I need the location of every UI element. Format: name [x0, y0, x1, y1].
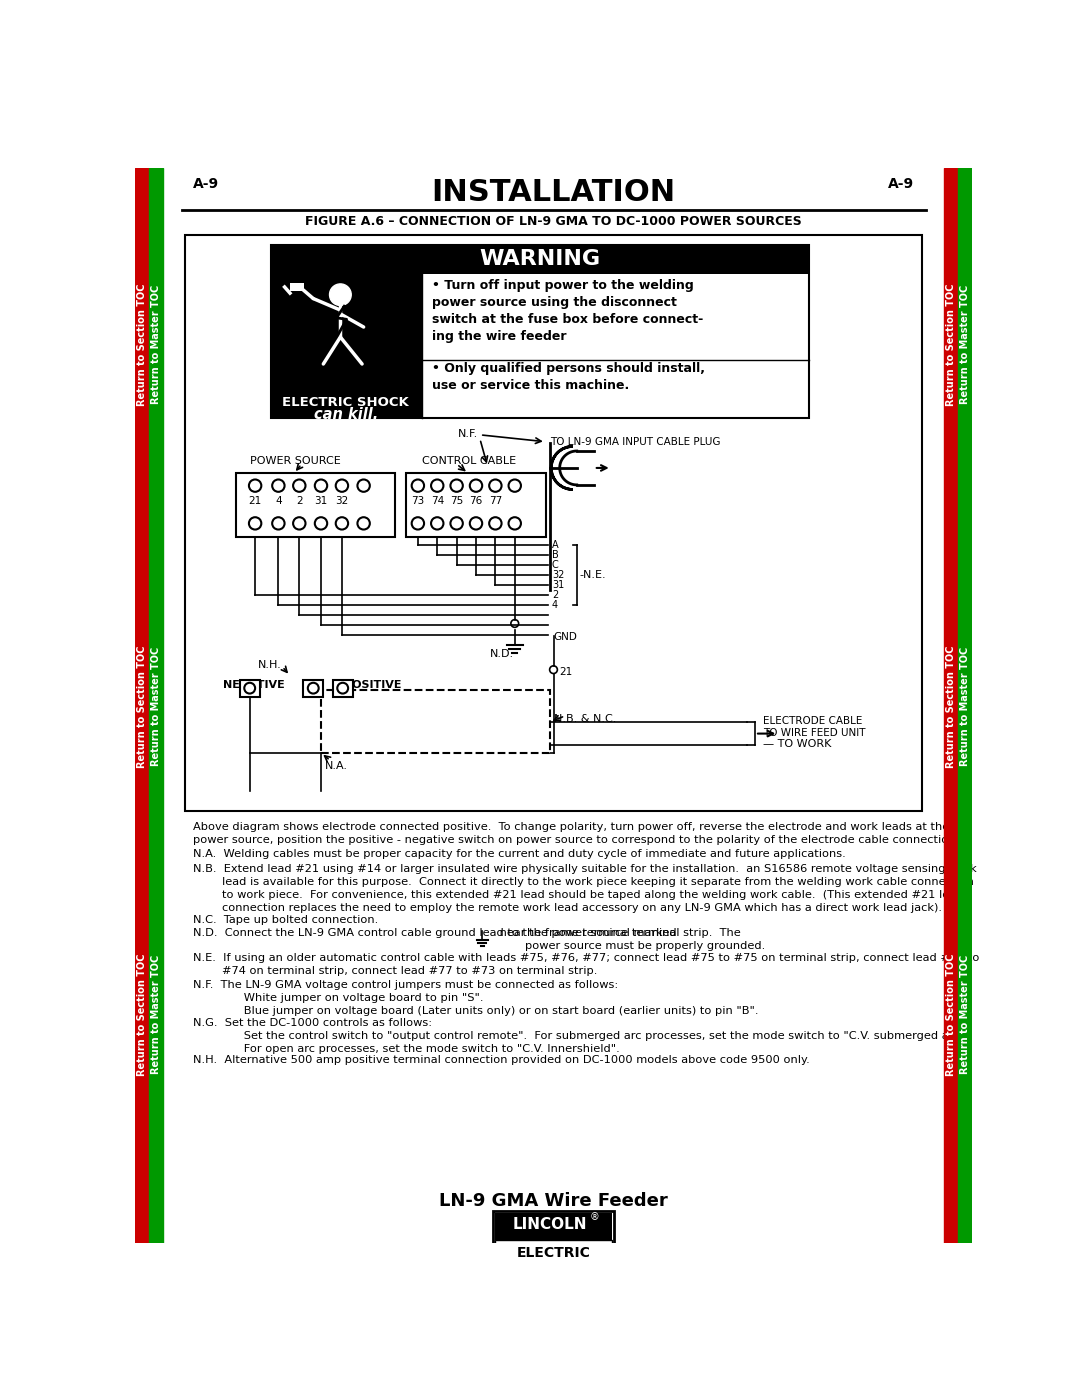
Bar	[271, 244, 809, 418]
Bar	[333, 680, 353, 697]
Text: WARNING: WARNING	[480, 249, 600, 270]
Text: 21: 21	[248, 496, 261, 507]
Bar	[496, 1213, 611, 1241]
Circle shape	[329, 284, 351, 306]
Text: 75: 75	[450, 496, 463, 507]
Text: Return to Master TOC: Return to Master TOC	[151, 285, 161, 404]
Text: FIGURE A.6 – CONNECTION OF LN-9 GMA TO DC-1000 POWER SOURCES: FIGURE A.6 – CONNECTION OF LN-9 GMA TO D…	[306, 215, 801, 228]
Text: Return to Master TOC: Return to Master TOC	[151, 647, 161, 767]
Bar	[149, 168, 163, 1243]
Text: N.F.: N.F.	[458, 429, 478, 440]
Text: CONTROL CABLE: CONTROL CABLE	[422, 457, 516, 467]
Text: 32: 32	[335, 496, 349, 507]
Text: 4: 4	[275, 496, 282, 507]
Text: 2: 2	[296, 496, 302, 507]
Text: Return to Section TOC: Return to Section TOC	[946, 645, 956, 768]
Text: N.D.  Connect the LN-9 GMA control cable ground lead to the frame terminal marke: N.D. Connect the LN-9 GMA control cable …	[193, 929, 680, 939]
Text: INSTALLATION: INSTALLATION	[431, 179, 676, 207]
Text: 31: 31	[552, 580, 564, 590]
Text: ELECTRIC SHOCK: ELECTRIC SHOCK	[283, 395, 409, 409]
Text: LN-9 GMA Wire Feeder: LN-9 GMA Wire Feeder	[440, 1192, 667, 1210]
Text: TO LN-9 GMA INPUT CABLE PLUG: TO LN-9 GMA INPUT CABLE PLUG	[550, 437, 720, 447]
Text: N.E.  If using an older automatic control cable with leads #75, #76, #77; connec: N.E. If using an older automatic control…	[193, 953, 980, 977]
Bar	[135, 168, 149, 1243]
Text: N.B.  Extend lead #21 using #14 or larger insulated wire physically suitable for: N.B. Extend lead #21 using #14 or larger…	[193, 865, 977, 912]
Text: GND: GND	[554, 633, 578, 643]
Bar	[240, 680, 260, 697]
Text: Return to Section TOC: Return to Section TOC	[946, 284, 956, 407]
Text: A-9: A-9	[193, 177, 219, 191]
Bar	[271, 274, 422, 418]
Text: 31: 31	[314, 496, 327, 507]
Text: N.H.: N.H.	[257, 661, 281, 671]
Text: N.F.  The LN-9 GMA voltage control jumpers must be connected as follows:
       : N.F. The LN-9 GMA voltage control jumper…	[193, 979, 758, 1016]
Text: — TO WORK: — TO WORK	[762, 739, 832, 749]
Bar	[303, 680, 323, 697]
Text: A: A	[552, 539, 558, 550]
Text: N.H.  Alternative 500 amp positive terminal connection provided on DC-1000 model: N.H. Alternative 500 amp positive termin…	[193, 1056, 810, 1066]
Bar	[958, 168, 972, 1243]
Bar	[271, 244, 809, 274]
Text: N.G.  Set the DC-1000 controls as follows:
              Set the control switch : N.G. Set the DC-1000 controls as follows…	[193, 1018, 969, 1055]
Text: Return to Section TOC: Return to Section TOC	[137, 645, 147, 768]
Text: 4: 4	[552, 599, 558, 610]
Text: POWER SOURCE: POWER SOURCE	[249, 457, 340, 467]
Bar	[944, 168, 958, 1243]
Text: 2: 2	[552, 590, 558, 599]
Text: Return to Section TOC: Return to Section TOC	[137, 284, 147, 407]
Text: N.C.  Tape up bolted connection.: N.C. Tape up bolted connection.	[193, 915, 378, 925]
Text: ®: ®	[590, 1213, 599, 1222]
Bar	[291, 284, 303, 291]
Text: N.A.: N.A.	[325, 760, 348, 771]
Text: 21: 21	[559, 666, 573, 678]
Text: Return to Section TOC: Return to Section TOC	[946, 953, 956, 1076]
Text: Above diagram shows electrode connected positive.  To change polarity, turn powe: Above diagram shows electrode connected …	[193, 823, 959, 845]
Text: can kill.: can kill.	[313, 407, 378, 422]
Text: near the power source terminal strip.  The
        power source must be properly: near the power source terminal strip. Th…	[496, 929, 766, 951]
Text: POSITIVE: POSITIVE	[345, 680, 402, 690]
Text: ELECTRIC: ELECTRIC	[516, 1246, 591, 1260]
Text: 73: 73	[411, 496, 424, 507]
Bar	[186, 236, 921, 810]
Text: Return to Master TOC: Return to Master TOC	[960, 647, 970, 767]
Text: Return to Master TOC: Return to Master TOC	[151, 956, 161, 1074]
Bar	[494, 1211, 613, 1267]
Text: Return to Master TOC: Return to Master TOC	[960, 285, 970, 404]
Text: 74: 74	[431, 496, 444, 507]
Text: Return to Master TOC: Return to Master TOC	[960, 956, 970, 1074]
Text: 76: 76	[470, 496, 483, 507]
Text: N.A.  Welding cables must be proper capacity for the current and duty cycle of i: N.A. Welding cables must be proper capac…	[193, 849, 846, 859]
Text: C: C	[552, 560, 558, 570]
Bar	[321, 690, 550, 753]
Bar	[406, 474, 545, 538]
Text: N.B. & N.C.: N.B. & N.C.	[554, 714, 616, 724]
Text: N.D.: N.D.	[490, 648, 514, 659]
Text: ELECTRODE CABLE
TO WIRE FEED UNIT: ELECTRODE CABLE TO WIRE FEED UNIT	[762, 715, 865, 738]
Text: Return to Section TOC: Return to Section TOC	[137, 953, 147, 1076]
Text: 77: 77	[489, 496, 502, 507]
Text: B: B	[552, 550, 558, 560]
Text: • Only qualified persons should install,
use or service this machine.: • Only qualified persons should install,…	[432, 362, 705, 393]
Text: NEGATIVE: NEGATIVE	[222, 680, 284, 690]
Text: LINCOLN: LINCOLN	[512, 1217, 586, 1232]
Bar	[496, 1241, 611, 1267]
Bar	[235, 474, 394, 538]
Text: -N.E.: -N.E.	[579, 570, 606, 580]
Text: • Turn off input power to the welding
power source using the disconnect
switch a: • Turn off input power to the welding po…	[432, 279, 703, 344]
Text: 32: 32	[552, 570, 565, 580]
Text: A-9: A-9	[888, 177, 914, 191]
